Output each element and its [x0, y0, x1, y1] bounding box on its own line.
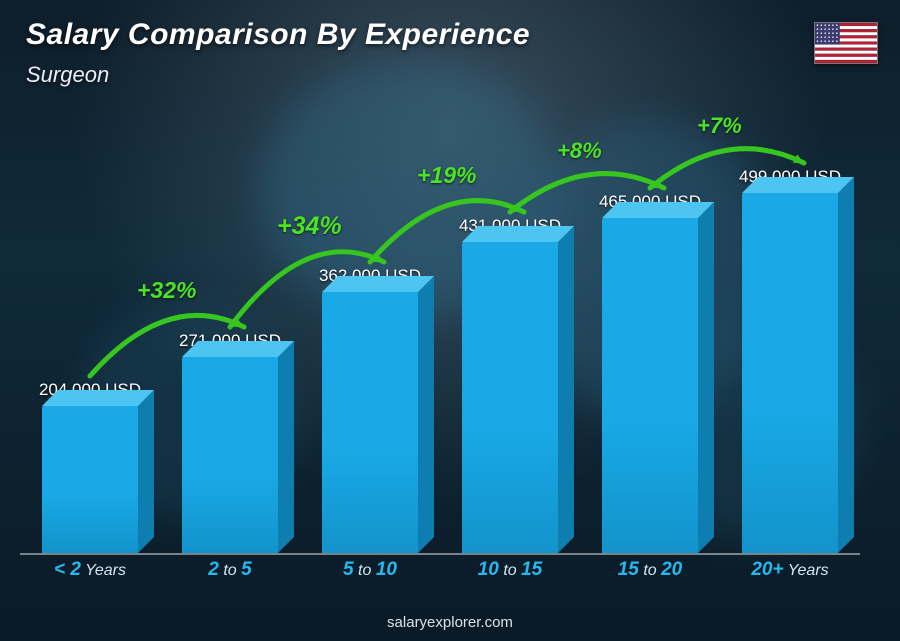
chart-subtitle: Surgeon	[26, 62, 109, 88]
bar-slot: 271,000 USD	[160, 331, 300, 553]
bar	[462, 242, 558, 553]
bar-top	[322, 276, 434, 292]
category-label: < 2 Years	[20, 559, 160, 581]
bar	[182, 357, 278, 553]
bar-side	[838, 177, 854, 553]
category-row: < 2 Years2 to 55 to 1010 to 1515 to 2020…	[20, 559, 860, 581]
category-label: 20+ Years	[720, 559, 860, 581]
bar-side	[558, 226, 574, 553]
bar-side	[698, 202, 714, 553]
bar-slot: 362,000 USD	[300, 266, 440, 553]
category-label: 5 to 10	[300, 559, 440, 581]
bar-top	[462, 226, 574, 242]
bar-side	[418, 276, 434, 553]
bar-front	[742, 193, 838, 553]
bar-top	[602, 202, 714, 218]
bar-top	[742, 177, 854, 193]
bar-front	[322, 292, 418, 553]
us-flag-icon	[814, 22, 878, 64]
bar	[602, 218, 698, 553]
category-label: 2 to 5	[160, 559, 300, 581]
bar-top	[42, 390, 154, 406]
bar	[742, 193, 838, 553]
bar-front	[182, 357, 278, 553]
bar-front	[462, 242, 558, 553]
chart-stage: Salary Comparison By Experience Surgeon …	[0, 0, 900, 641]
chart-area: +32%+34%+19%+8%+7% 204,000 USD271,000 US…	[20, 100, 860, 581]
bar-slot: 204,000 USD	[20, 380, 160, 553]
chart-title: Salary Comparison By Experience	[26, 18, 530, 52]
bar-front	[42, 406, 138, 553]
bars-container: 204,000 USD271,000 USD362,000 USD431,000…	[20, 100, 860, 553]
bar-front	[602, 218, 698, 553]
category-label: 15 to 20	[580, 559, 720, 581]
bar-top	[182, 341, 294, 357]
bar	[42, 406, 138, 553]
bar-side	[278, 341, 294, 553]
bar-slot: 431,000 USD	[440, 216, 580, 553]
baseline	[20, 553, 860, 555]
category-label: 10 to 15	[440, 559, 580, 581]
bar-side	[138, 390, 154, 553]
footer-source: salaryexplorer.com	[0, 614, 900, 631]
bar-slot: 499,000 USD	[720, 167, 860, 553]
bar	[322, 292, 418, 553]
bar-slot: 465,000 USD	[580, 192, 720, 553]
